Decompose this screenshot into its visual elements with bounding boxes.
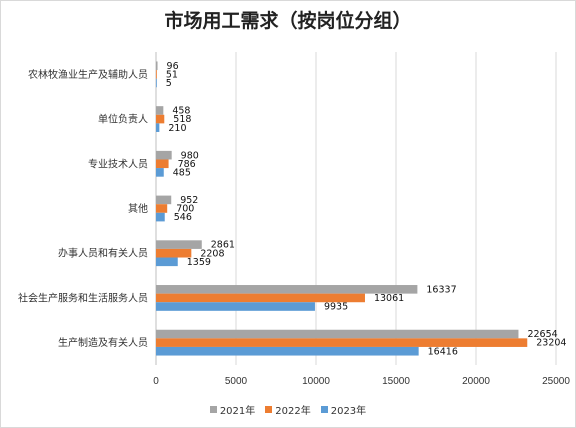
legend-label: 2023年 bbox=[330, 406, 367, 417]
bar bbox=[156, 329, 519, 339]
data-label: 210 bbox=[168, 123, 186, 134]
bar bbox=[156, 338, 528, 347]
bar bbox=[156, 114, 165, 124]
legend-item: 2021年 bbox=[209, 402, 256, 417]
bar bbox=[156, 212, 165, 222]
bar bbox=[156, 204, 168, 213]
data-label: 700 bbox=[176, 204, 194, 215]
data-label: 22654 bbox=[527, 329, 557, 340]
data-label: 51 bbox=[166, 69, 178, 80]
category-label: 单位负责人 bbox=[98, 113, 148, 126]
data-label: 786 bbox=[178, 159, 196, 170]
bar bbox=[156, 150, 172, 160]
bar bbox=[156, 195, 172, 205]
x-tick-label: 20000 bbox=[462, 376, 490, 387]
bar bbox=[156, 293, 365, 303]
data-label: 458 bbox=[172, 106, 190, 117]
bar bbox=[156, 123, 160, 132]
data-label: 5 bbox=[166, 78, 172, 89]
data-label: 9935 bbox=[324, 302, 348, 313]
category-label: 生产制造及有关人员 bbox=[58, 336, 148, 349]
legend-label: 2022年 bbox=[275, 406, 311, 417]
data-label: 23204 bbox=[536, 338, 566, 349]
data-label: 952 bbox=[180, 195, 198, 206]
x-tick-label: 10000 bbox=[302, 376, 330, 387]
x-tick-label: 15000 bbox=[382, 376, 410, 387]
bar bbox=[156, 78, 157, 88]
data-label: 96 bbox=[167, 61, 179, 72]
legend-item: 2022年 bbox=[265, 402, 311, 417]
data-label: 2208 bbox=[200, 248, 224, 259]
chart-title: 市场用工需求（按岗位分组） bbox=[164, 10, 412, 32]
bar bbox=[156, 61, 158, 71]
legend-swatch bbox=[320, 406, 328, 413]
bar bbox=[156, 70, 157, 79]
legend-item: 2023年 bbox=[320, 402, 367, 417]
bar bbox=[156, 248, 192, 258]
chart-legend: 2021年 2022年 2023年 bbox=[0, 402, 576, 417]
data-label: 1359 bbox=[187, 257, 211, 268]
bar bbox=[156, 346, 419, 356]
bar bbox=[156, 257, 178, 267]
category-label: 农林牧渔业生产及辅助人员 bbox=[28, 68, 148, 81]
x-tick-label: 5000 bbox=[225, 376, 248, 387]
bar bbox=[156, 168, 164, 177]
data-label: 16337 bbox=[426, 284, 456, 295]
bar bbox=[156, 302, 315, 311]
x-tick-label: 0 bbox=[153, 376, 159, 387]
category-label: 专业技术人员 bbox=[88, 157, 148, 170]
legend-swatch bbox=[265, 406, 273, 413]
data-label: 518 bbox=[173, 114, 191, 125]
data-label: 485 bbox=[173, 167, 191, 178]
bar bbox=[156, 240, 202, 249]
x-tick-label: 25000 bbox=[542, 376, 570, 387]
data-label: 546 bbox=[174, 212, 192, 223]
data-label: 980 bbox=[181, 150, 199, 161]
bar bbox=[156, 106, 164, 115]
data-label: 2861 bbox=[211, 240, 235, 251]
legend-swatch bbox=[209, 406, 217, 413]
data-label: 16416 bbox=[428, 346, 458, 357]
data-label: 13061 bbox=[374, 293, 404, 304]
bar bbox=[156, 285, 418, 294]
bar bbox=[156, 159, 169, 169]
category-label: 办事人员和有关人员 bbox=[58, 247, 148, 260]
legend-label: 2021年 bbox=[219, 406, 256, 417]
category-label: 社会生产服务和生活服务人员 bbox=[18, 291, 148, 304]
category-label: 其他 bbox=[128, 202, 148, 215]
